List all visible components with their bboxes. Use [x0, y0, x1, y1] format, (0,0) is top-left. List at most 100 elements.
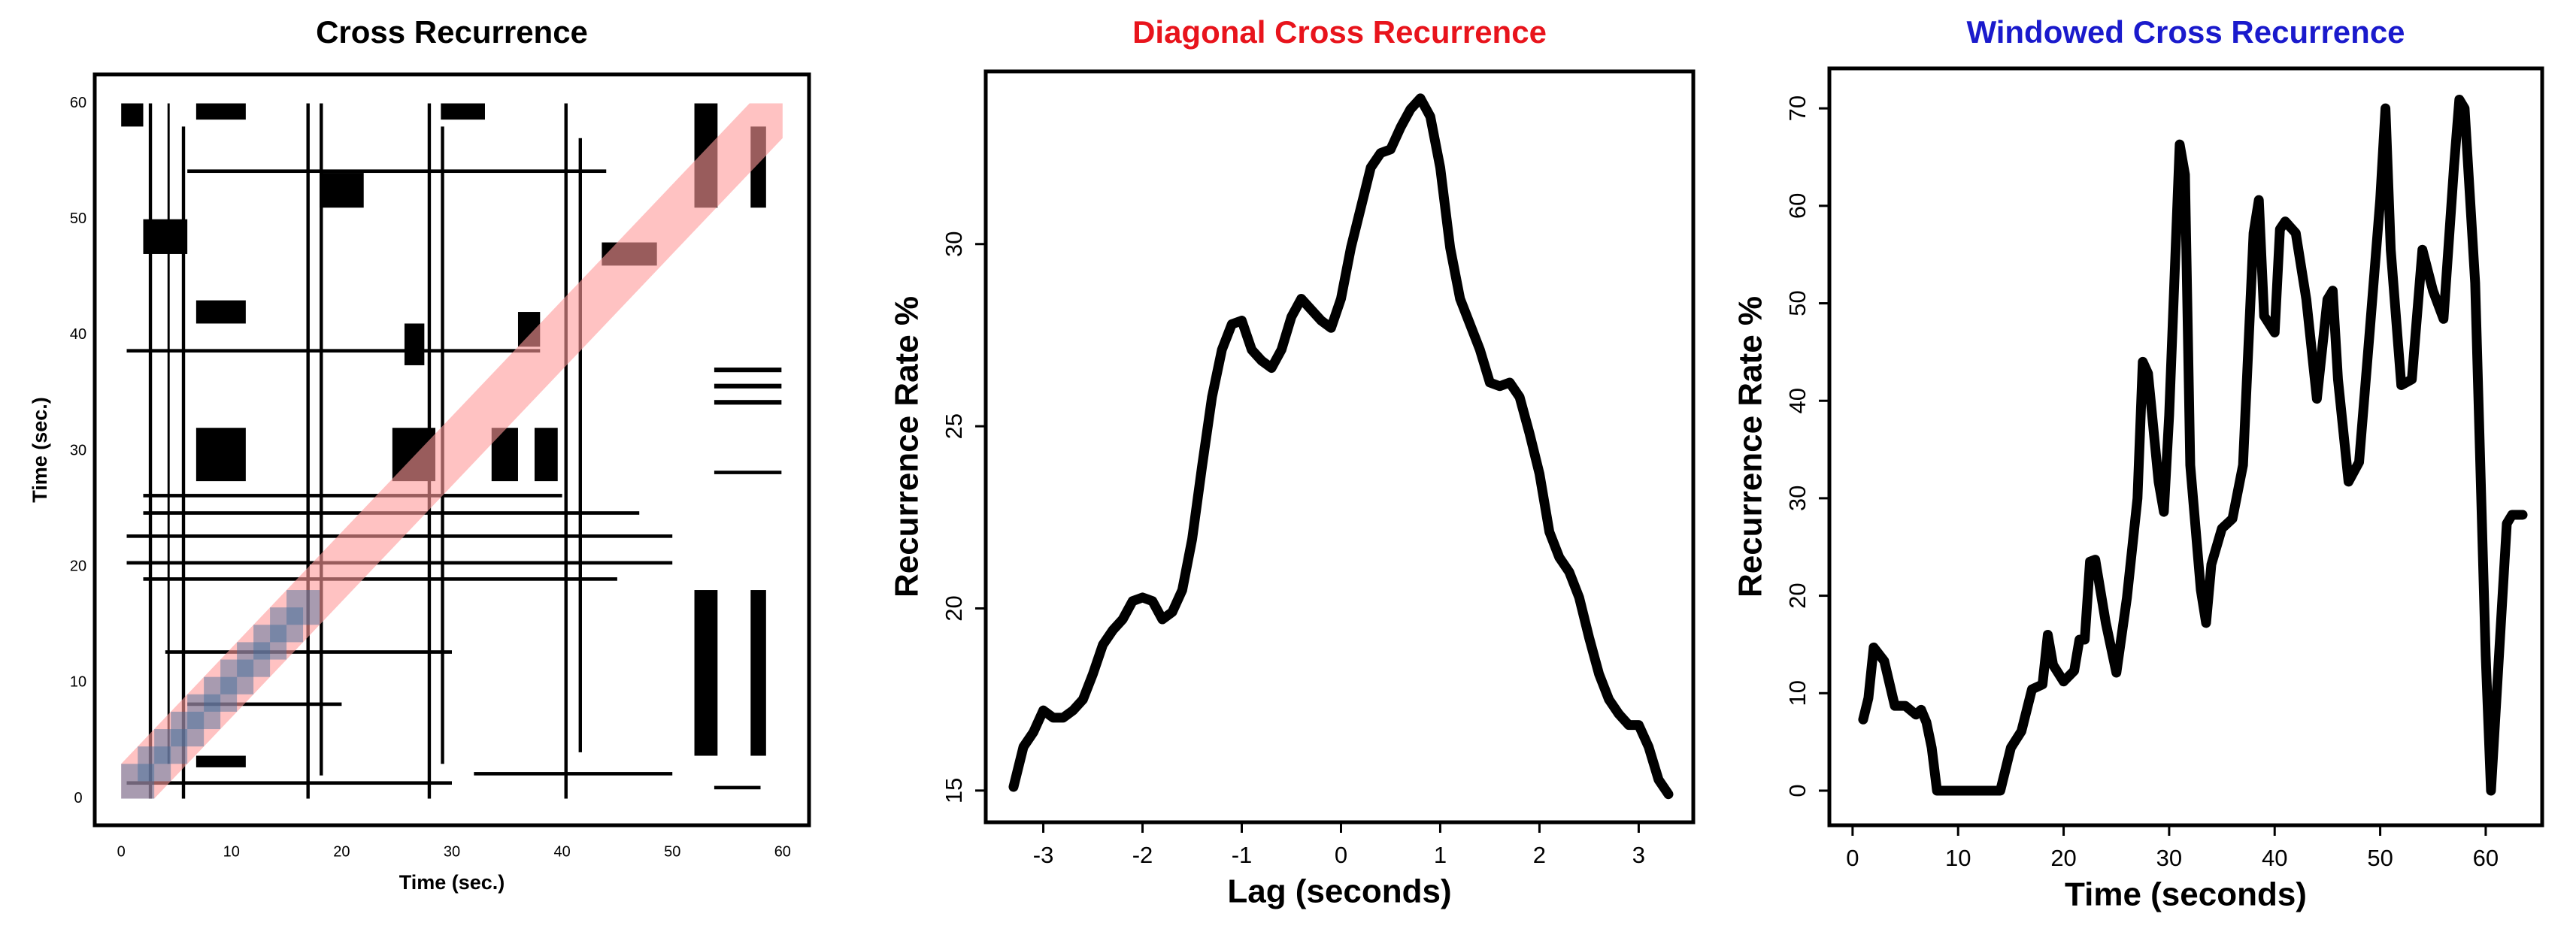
window-square [220, 659, 254, 694]
recurrence-block [195, 300, 246, 324]
y-tick-label: 10 [70, 674, 86, 691]
x-tick-label: 10 [223, 843, 240, 860]
y-tick-label: 40 [70, 326, 86, 343]
x-axis-label: Lag (seconds) [1227, 873, 1451, 910]
window-square [270, 607, 304, 643]
y-tick-label: 20 [70, 558, 86, 574]
recurrence-block [126, 561, 673, 565]
y-tick-label: 30 [941, 231, 967, 257]
x-tick-label: 10 [1945, 845, 1971, 871]
x-tick-label: 1 [1434, 842, 1447, 868]
recurrence-block [165, 650, 453, 654]
recurrence-block [694, 590, 718, 756]
y-tick-label: 60 [70, 95, 86, 111]
plot-frame [1827, 66, 2544, 828]
recurrence-block [320, 173, 364, 208]
y-tick-label: 10 [1784, 680, 1811, 706]
plot-frame [983, 69, 1696, 825]
recurrence-block [474, 772, 673, 776]
panel: Cross Recurrence 0 10 20 30 40 50 60 0 10 20 30 40 50… [29, 14, 811, 894]
panel: Diagonal Cross Recurrence -3 -2 -1 0 1 2 3 15 20 2… [889, 14, 1696, 910]
x-tick-label: 50 [2367, 845, 2393, 871]
data-line [1008, 93, 1674, 800]
y-tick-label: 20 [1784, 582, 1811, 608]
y-tick-label: 0 [1784, 784, 1811, 797]
y-tick-label: 40 [1784, 388, 1811, 413]
recurrence-block [126, 349, 541, 353]
x-tick-label: 30 [444, 843, 460, 860]
x-tick-label: 2 [1533, 842, 1546, 868]
recurrence-block [714, 471, 782, 474]
chart-title: Cross Recurrence [316, 14, 588, 50]
y-axis-label: Time (sec.) [29, 397, 51, 503]
x-axis-label: Time (seconds) [2065, 876, 2307, 913]
recurrence-block [306, 103, 310, 799]
recurrence-block [187, 169, 607, 174]
window-square [138, 746, 171, 782]
y-tick-label: 30 [1784, 486, 1811, 511]
recurrence-block [714, 400, 782, 405]
recurrence-block [564, 103, 568, 799]
recurrence-block [167, 103, 170, 764]
x-tick-label: 3 [1632, 842, 1645, 868]
recurrence-block [534, 428, 558, 482]
plot-area [121, 103, 783, 799]
window-square [237, 642, 271, 677]
y-tick-label: 50 [70, 210, 86, 227]
recurrence-block [441, 103, 485, 120]
x-tick-label: 30 [2156, 845, 2182, 871]
recurrence-block [148, 103, 153, 799]
recurrence-block [143, 577, 617, 581]
x-tick-label: 20 [2050, 845, 2076, 871]
recurrence-block [195, 755, 246, 767]
plot-frame [92, 72, 811, 828]
recurrence-block [714, 368, 782, 373]
x-tick-label: -1 [1232, 842, 1253, 868]
window-square [171, 711, 205, 747]
y-tick-label: 15 [941, 778, 967, 803]
y-tick-label: 25 [941, 413, 967, 439]
y-tick-label: 30 [70, 442, 86, 458]
x-tick-label: 0 [1335, 842, 1347, 868]
x-tick-label: 60 [2473, 845, 2499, 871]
window-square [204, 676, 238, 712]
x-tick-label: 60 [774, 843, 791, 860]
recurrence-block [143, 219, 188, 254]
recurrence-block [195, 428, 246, 482]
data-line [1858, 94, 2528, 796]
x-tick-label: 40 [553, 843, 570, 860]
window-square [121, 764, 155, 799]
recurrence-block [126, 781, 452, 785]
window-square [253, 625, 287, 660]
window-square [154, 729, 188, 764]
recurrence-block [143, 494, 562, 498]
x-tick-label: 0 [117, 843, 126, 860]
recurrence-block [187, 702, 342, 707]
recurrence-block [404, 323, 425, 365]
y-axis-label: Recurrence Rate % [1732, 296, 1769, 598]
recurrence-block [750, 590, 766, 756]
y-tick-label: 60 [1784, 193, 1811, 219]
y-tick-label: 0 [74, 790, 82, 806]
x-tick-label: 0 [1846, 845, 1859, 871]
x-tick-label: -3 [1033, 842, 1054, 868]
x-tick-label: 50 [664, 843, 680, 860]
y-axis-label: Recurrence Rate % [889, 296, 926, 598]
y-tick-label: 20 [941, 595, 967, 621]
recurrence-block [714, 383, 782, 389]
recurrence-block [578, 138, 582, 752]
panel: Windowed Cross Recurrence 0 10 20 30 40 50 60 0 1… [1732, 14, 2544, 913]
chart-title: Windowed Cross Recurrence [1966, 14, 2405, 50]
x-tick-label: -2 [1132, 842, 1153, 868]
recurrence-block [195, 103, 246, 120]
chart-title: Diagonal Cross Recurrence [1132, 14, 1547, 50]
x-tick-label: 40 [2262, 845, 2287, 871]
diagonal-band [121, 103, 783, 799]
x-axis-label: Time (sec.) [399, 871, 505, 894]
window-square [187, 694, 221, 730]
recurrence-block [714, 785, 761, 790]
y-tick-label: 50 [1784, 290, 1811, 316]
y-tick-label: 70 [1784, 95, 1811, 121]
recurrence-block [121, 103, 144, 127]
